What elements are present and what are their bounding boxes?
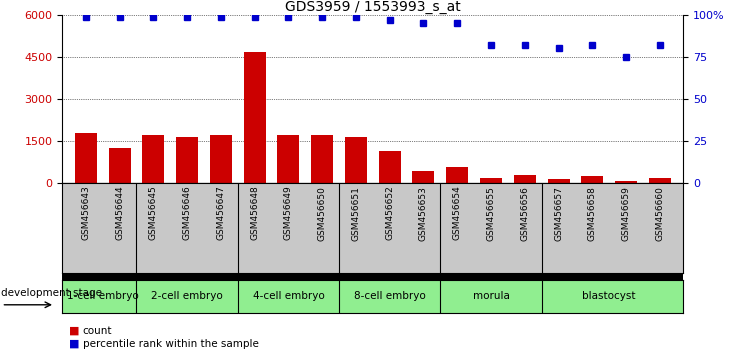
Bar [412, 171, 434, 183]
Bar [143, 135, 164, 183]
Bar [480, 178, 502, 183]
Text: count: count [83, 326, 112, 336]
Bar [176, 137, 198, 183]
Text: GSM456656: GSM456656 [520, 186, 529, 241]
Bar [277, 135, 300, 183]
Text: GSM456655: GSM456655 [487, 186, 496, 241]
Bar [210, 135, 232, 183]
Text: GSM456658: GSM456658 [588, 186, 596, 241]
Text: GSM456645: GSM456645 [149, 186, 158, 240]
Bar [649, 178, 671, 183]
Bar [75, 133, 96, 183]
Text: GSM456643: GSM456643 [81, 186, 90, 240]
Bar [311, 135, 333, 183]
Text: GSM456650: GSM456650 [318, 186, 327, 241]
Text: 1-cell embryo: 1-cell embryo [67, 291, 139, 302]
Text: GSM456653: GSM456653 [419, 186, 428, 241]
Bar [109, 148, 131, 183]
Bar [514, 176, 536, 183]
Text: GSM456652: GSM456652 [385, 186, 394, 240]
Bar [581, 176, 603, 183]
Bar [615, 181, 637, 183]
Bar [379, 151, 401, 183]
Text: GSM456660: GSM456660 [656, 186, 664, 241]
Bar [243, 52, 265, 183]
Text: 4-cell embryo: 4-cell embryo [252, 291, 325, 302]
Text: 8-cell embryo: 8-cell embryo [354, 291, 425, 302]
Text: GSM456644: GSM456644 [115, 186, 124, 240]
Text: GSM456649: GSM456649 [284, 186, 293, 240]
Text: blastocyst: blastocyst [583, 291, 636, 302]
Bar [548, 179, 569, 183]
Title: GDS3959 / 1553993_s_at: GDS3959 / 1553993_s_at [285, 0, 461, 14]
Text: 2-cell embryo: 2-cell embryo [151, 291, 223, 302]
Text: development stage: development stage [1, 288, 102, 298]
Text: GSM456654: GSM456654 [452, 186, 462, 240]
Text: GSM456657: GSM456657 [554, 186, 563, 241]
Text: morula: morula [472, 291, 510, 302]
Bar [446, 167, 469, 183]
Text: GSM456646: GSM456646 [183, 186, 192, 240]
Text: GSM456647: GSM456647 [216, 186, 225, 240]
Text: GSM456648: GSM456648 [250, 186, 259, 240]
Text: GSM456659: GSM456659 [621, 186, 631, 241]
Text: ■: ■ [69, 326, 80, 336]
Text: percentile rank within the sample: percentile rank within the sample [83, 339, 259, 349]
Bar [345, 137, 367, 183]
Text: ■: ■ [69, 339, 80, 349]
Text: GSM456651: GSM456651 [352, 186, 360, 241]
